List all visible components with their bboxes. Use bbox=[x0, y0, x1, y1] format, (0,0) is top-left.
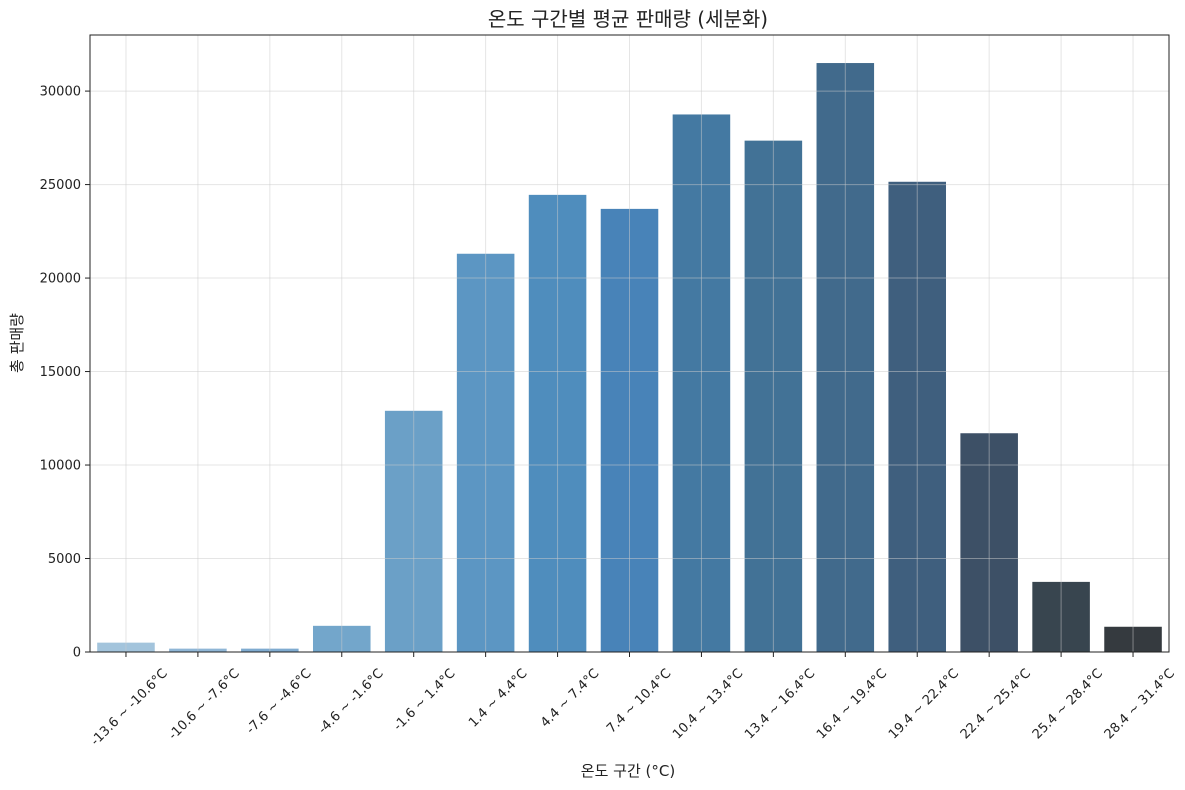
x-tick-label: -1.6 ~ 1.4°C bbox=[391, 666, 459, 734]
x-tick-label: 25.4 ~ 28.4°C bbox=[1030, 666, 1106, 742]
x-tick-label: -4.6 ~ -1.6°C bbox=[316, 666, 387, 737]
x-tick-label: 16.4 ~ 19.4°C bbox=[814, 666, 890, 742]
y-tick-label: 20000 bbox=[40, 272, 81, 287]
y-axis-ticks: 0 5000 10000 15000 20000 25000 30000 bbox=[40, 85, 90, 661]
x-tick-label: 7.4 ~ 10.4°C bbox=[604, 666, 674, 736]
x-tick-label: 1.4 ~ 4.4°C bbox=[466, 666, 530, 730]
y-tick-label: 15000 bbox=[40, 365, 81, 380]
x-tick-label: 28.4 ~ 31.4°C bbox=[1102, 666, 1178, 742]
y-tick-label: 0 bbox=[73, 646, 81, 661]
x-axis-ticks: -13.6 ~ -10.6°C-10.6 ~ -7.6°C -7.6 ~ -4.6… bbox=[88, 652, 1178, 749]
x-tick-label: 4.4 ~ 7.4°C bbox=[538, 666, 602, 730]
y-tick-label: 25000 bbox=[40, 178, 81, 193]
x-tick-label: 22.4 ~ 25.4°C bbox=[958, 666, 1034, 742]
y-tick-label: 5000 bbox=[48, 552, 81, 567]
x-tick-label: -13.6 ~ -10.6°C bbox=[88, 666, 171, 749]
chart-title: 온도 구간별 평균 판매량 (세분화) bbox=[488, 7, 768, 31]
y-tick-label: 10000 bbox=[40, 459, 81, 474]
y-axis-label: 총 판매량 bbox=[8, 313, 26, 373]
y-tick-label: 30000 bbox=[40, 85, 81, 100]
x-tick-label: 13.4 ~ 16.4°C bbox=[742, 666, 818, 742]
x-tick-label: 10.4 ~ 13.4°C bbox=[670, 666, 746, 742]
x-axis-label: 온도 구간 (°C) bbox=[581, 762, 675, 780]
x-tick-label: -10.6 ~ -7.6°C bbox=[166, 666, 243, 743]
x-tick-label: -7.6 ~ -4.6°C bbox=[244, 666, 315, 737]
x-tick-label: 19.4 ~ 22.4°C bbox=[886, 666, 962, 742]
